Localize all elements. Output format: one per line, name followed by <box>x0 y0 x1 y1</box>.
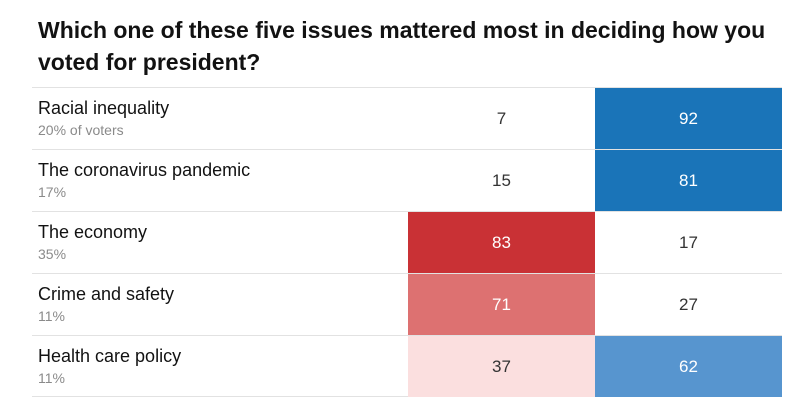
biden-cell: 62 <box>595 336 782 397</box>
trump-cell: 7 <box>408 88 595 149</box>
voter-share: 11% <box>38 308 65 324</box>
trump-cell: 83 <box>408 212 595 273</box>
chart-title: Which one of these five issues mattered … <box>38 17 766 75</box>
issue-label: The economy <box>38 222 148 242</box>
row-label: The coronavirus pandemic 17% <box>38 159 250 201</box>
biden-cell: 17 <box>595 212 782 273</box>
table-row: Crime and safety 11% 71 27 <box>32 273 782 335</box>
row-label: The economy 35% <box>38 221 147 263</box>
trump-cell: 37 <box>408 336 595 397</box>
biden-cell: 27 <box>595 274 782 335</box>
table-row: Racial inequality 20% of voters 7 92 <box>32 87 782 149</box>
voter-share: 20% of voters <box>38 122 124 138</box>
voter-share: 17% <box>38 184 67 200</box>
issue-label: Health care policy <box>38 346 182 366</box>
table-row: The coronavirus pandemic 17% 15 81 <box>32 149 782 211</box>
row-label: Health care policy 11% <box>38 345 181 387</box>
trump-cell: 71 <box>408 274 595 335</box>
biden-cell: 81 <box>595 150 782 211</box>
issue-label: The coronavirus pandemic <box>38 160 251 180</box>
row-label: Crime and safety 11% <box>38 283 174 325</box>
voter-share: 11% <box>38 370 65 386</box>
results-table: Racial inequality 20% of voters 7 92 The… <box>32 87 782 397</box>
table-row: Health care policy 11% 37 62 <box>32 335 782 397</box>
trump-cell: 15 <box>408 150 595 211</box>
table-row: The economy 35% 83 17 <box>32 211 782 273</box>
issue-label: Crime and safety <box>38 284 175 304</box>
voter-share: 35% <box>38 246 67 262</box>
row-label: Racial inequality 20% of voters <box>38 97 169 139</box>
biden-cell: 92 <box>595 88 782 149</box>
issue-label: Racial inequality <box>38 98 170 118</box>
